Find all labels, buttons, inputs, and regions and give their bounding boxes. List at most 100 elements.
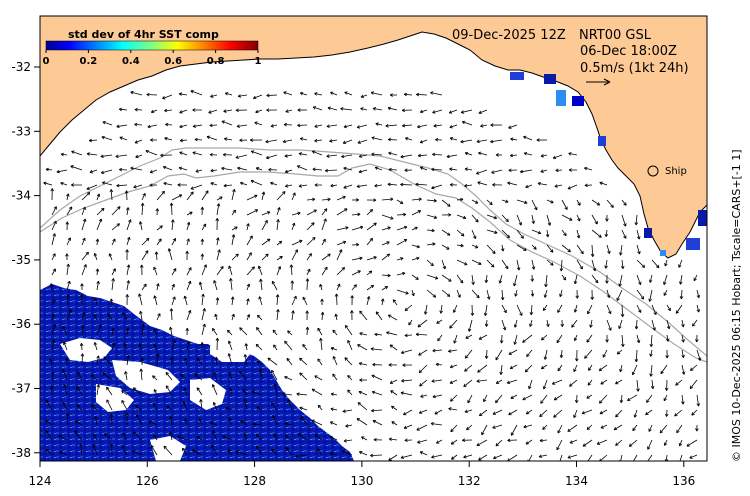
x-axis: 124 126 128 130 132 134 136	[29, 461, 695, 488]
current-arrow-head	[519, 312, 523, 316]
current-arrow-head	[436, 440, 440, 444]
current-arrow-head	[464, 355, 469, 359]
current-arrow	[651, 304, 657, 315]
current-arrow	[471, 289, 480, 299]
current-arrow-head	[98, 324, 102, 328]
sst-data-patch	[40, 284, 354, 461]
current-arrow	[388, 314, 398, 321]
current-arrow	[153, 266, 158, 276]
current-arrow	[285, 169, 293, 173]
current-arrow	[229, 388, 233, 396]
current-arrow	[629, 439, 638, 447]
current-arrow	[411, 289, 415, 296]
current-arrow	[523, 136, 533, 141]
current-arrow-head	[528, 385, 532, 390]
current-arrow	[150, 445, 158, 456]
current-arrow-head	[125, 327, 130, 331]
current-arrow	[479, 409, 488, 417]
current-arrow	[351, 226, 364, 231]
current-arrow-head	[67, 280, 71, 285]
current-arrow	[300, 416, 308, 426]
current-arrow-head	[431, 228, 435, 233]
current-arrow-head	[679, 296, 684, 300]
current-arrow-head	[190, 186, 194, 190]
current-arrow-head	[681, 401, 685, 405]
current-arrow-head	[326, 124, 330, 128]
current-arrow-head	[343, 166, 347, 171]
current-arrow	[332, 329, 338, 336]
current-arrow-head	[372, 107, 377, 111]
current-arrow	[436, 439, 443, 444]
current-arrow	[171, 219, 174, 231]
current-arrow	[456, 289, 461, 298]
current-arrow	[74, 430, 83, 441]
current-arrow	[484, 304, 488, 316]
current-arrow	[650, 364, 653, 377]
current-arrow-head	[169, 415, 173, 420]
current-arrow-head	[655, 264, 660, 269]
current-arrow	[621, 214, 627, 227]
current-arrow-head	[569, 217, 573, 221]
current-arrow-head	[134, 107, 138, 112]
current-arrow	[291, 192, 296, 201]
current-arrow-head	[477, 181, 481, 185]
current-arrow-head	[415, 332, 419, 337]
current-arrow	[552, 154, 563, 159]
current-arrow	[486, 214, 497, 219]
current-arrow-head	[675, 382, 679, 386]
current-arrow-head	[258, 296, 262, 300]
current-arrow	[126, 327, 129, 336]
current-arrow	[317, 358, 323, 366]
current-arrow-head	[334, 313, 338, 317]
current-arrow	[525, 439, 533, 445]
current-arrow	[403, 409, 413, 416]
current-arrow	[351, 284, 357, 291]
current-arrow-head	[474, 245, 479, 249]
current-arrow-head	[369, 209, 373, 213]
current-arrow-head	[391, 405, 395, 410]
current-arrow	[396, 272, 406, 276]
current-arrow-head	[419, 451, 424, 455]
current-arrow-head	[498, 280, 503, 284]
current-arrow	[81, 251, 89, 261]
current-arrow-head	[415, 182, 419, 187]
current-arrow	[510, 394, 518, 399]
current-arrow	[426, 289, 437, 298]
current-arrow-head	[505, 199, 509, 203]
current-arrow	[101, 136, 113, 141]
current-arrow-head	[312, 236, 316, 241]
current-arrow-head	[507, 438, 511, 443]
current-arrow	[134, 123, 143, 126]
current-arrow-head	[296, 165, 301, 169]
current-arrow	[66, 281, 71, 291]
current-arrow-head	[59, 451, 63, 455]
current-arrow	[621, 199, 627, 206]
current-arrow	[250, 180, 263, 186]
current-arrow-head	[592, 267, 597, 272]
current-arrow-head	[222, 435, 226, 439]
current-arrow-head	[282, 139, 287, 144]
current-arrow-head	[43, 181, 47, 186]
current-arrow-head	[96, 384, 101, 388]
current-arrow	[330, 452, 338, 456]
current-arrow-head	[125, 412, 129, 416]
current-arrow	[501, 319, 506, 331]
current-arrow-head	[495, 356, 499, 361]
current-arrow	[584, 349, 593, 359]
current-arrow	[240, 182, 248, 186]
current-arrow-head	[400, 182, 404, 187]
current-arrow	[284, 376, 293, 381]
current-arrow-head	[284, 435, 289, 439]
current-arrow	[186, 238, 190, 246]
current-arrow-head	[223, 109, 227, 113]
current-arrow-head	[415, 276, 419, 280]
current-arrow-head	[161, 190, 165, 195]
current-arrow-head	[664, 263, 668, 267]
current-arrow-head	[93, 253, 98, 257]
current-arrow-head	[559, 293, 563, 298]
current-arrow-head	[356, 125, 361, 129]
current-arrow	[416, 424, 428, 431]
current-arrow	[223, 109, 233, 112]
current-arrow-head	[400, 257, 404, 261]
current-arrow-head	[243, 433, 248, 438]
